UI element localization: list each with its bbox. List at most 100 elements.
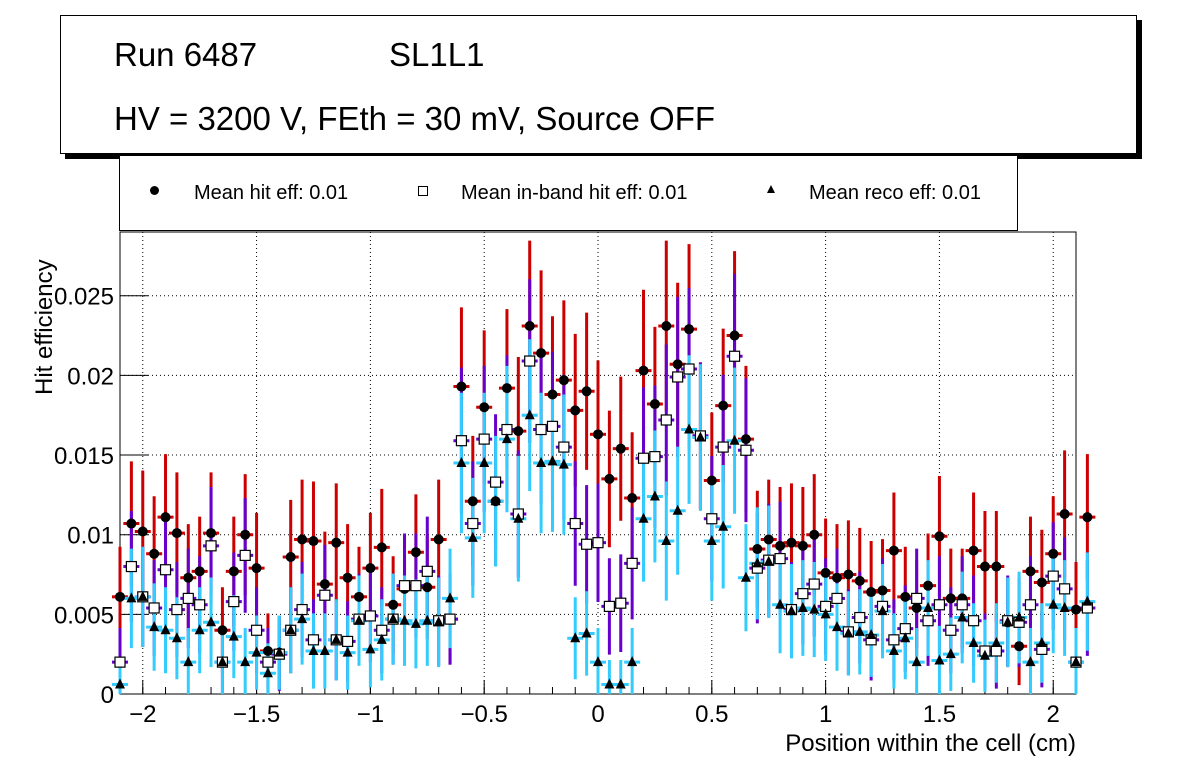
hit-eff-point bbox=[240, 529, 251, 540]
hit-eff-point bbox=[206, 528, 217, 539]
hit-eff-point bbox=[331, 537, 342, 548]
hit-eff-point bbox=[979, 561, 990, 572]
inband-eff-point bbox=[956, 599, 968, 611]
hit-eff-point bbox=[422, 582, 433, 593]
inband-eff-point bbox=[728, 350, 741, 362]
inband-eff-point bbox=[888, 634, 900, 646]
reco-eff-point bbox=[262, 667, 273, 678]
reco-eff-point bbox=[376, 633, 387, 644]
reco-eff-point bbox=[900, 632, 911, 643]
hit-eff-point bbox=[797, 540, 808, 551]
reco-eff-point bbox=[149, 621, 160, 632]
hit-eff-point bbox=[763, 534, 774, 545]
inband-eff-point bbox=[455, 435, 468, 447]
reco-eff-point bbox=[194, 624, 205, 635]
inband-eff-point bbox=[683, 363, 695, 375]
reco-eff-point bbox=[1036, 637, 1047, 648]
reco-eff-point bbox=[888, 644, 899, 655]
hit-eff-point bbox=[217, 625, 228, 636]
x-axis-label: Position within the cell (cm) bbox=[785, 730, 1076, 757]
layer-label: SL1L1 bbox=[389, 36, 485, 73]
hit-eff-point bbox=[832, 572, 842, 583]
inband-eff-point bbox=[569, 517, 581, 530]
inband-eff-point bbox=[797, 588, 809, 600]
hit-eff-point bbox=[843, 569, 854, 580]
inband-eff-point bbox=[922, 615, 934, 627]
hit-eff-point bbox=[137, 526, 148, 537]
y-tick-label: 0.025 bbox=[54, 284, 114, 311]
reco-eff-point bbox=[331, 633, 342, 644]
inband-eff-point bbox=[228, 595, 240, 608]
hit-eff-point bbox=[513, 426, 524, 437]
hit-eff-point bbox=[877, 585, 888, 596]
reco-eff-point bbox=[854, 625, 865, 636]
inband-eff-point bbox=[262, 656, 274, 668]
conditions-label: HV = 3200 V, FEth = 30 mV, Source OFF bbox=[114, 100, 716, 137]
reco-eff-point bbox=[615, 678, 626, 689]
reco-eff-point bbox=[558, 458, 569, 469]
hit-eff-point bbox=[604, 473, 615, 484]
inband-eff-point bbox=[364, 610, 376, 622]
inband-eff-point bbox=[603, 600, 615, 612]
hit-eff-point bbox=[1014, 641, 1025, 652]
hit-eff-point bbox=[684, 324, 695, 335]
reco-eff-point bbox=[752, 557, 763, 568]
hit-eff-point bbox=[536, 348, 547, 359]
reco-eff-point bbox=[490, 495, 501, 506]
inband-eff-point bbox=[319, 589, 331, 601]
reco-eff-point bbox=[877, 605, 888, 616]
reco-eff-point bbox=[536, 457, 547, 467]
inband-eff-point bbox=[194, 599, 206, 611]
hit-eff-point bbox=[149, 548, 160, 559]
inband-eff-point bbox=[717, 441, 729, 453]
legend: Mean hit eff: 0.01 Mean in-band hit eff:… bbox=[119, 156, 1018, 231]
reco-eff-point bbox=[911, 656, 922, 667]
inband-eff-point bbox=[558, 441, 570, 453]
hit-eff-point bbox=[1048, 548, 1059, 559]
inband-eff-point bbox=[159, 564, 172, 576]
hit-eff-point bbox=[809, 529, 820, 540]
reco-eff-point bbox=[820, 608, 831, 619]
inband-eff-point bbox=[581, 538, 593, 550]
hit-eff-point bbox=[661, 320, 672, 331]
reco-eff-point bbox=[809, 603, 820, 614]
reco-eff-point bbox=[775, 598, 786, 609]
reco-eff-point bbox=[1059, 601, 1070, 612]
reco-eff-point bbox=[979, 649, 990, 660]
inband-eff-point bbox=[592, 537, 604, 549]
x-tick-label: −0.5 bbox=[460, 701, 507, 728]
inband-eff-point bbox=[478, 433, 490, 445]
hit-eff-point bbox=[194, 566, 205, 577]
hit-eff-point bbox=[285, 551, 296, 562]
inband-eff-point bbox=[1024, 599, 1037, 611]
reco-eff-point bbox=[740, 571, 751, 582]
reco-eff-point bbox=[866, 629, 877, 640]
reco-eff-point bbox=[1071, 656, 1081, 667]
reco-eff-point bbox=[467, 531, 478, 542]
inband-eff-point bbox=[706, 513, 718, 525]
hit-eff-point bbox=[570, 405, 581, 416]
reco-eff-point bbox=[718, 520, 729, 531]
inband-eff-point bbox=[421, 565, 433, 577]
reco-eff-point bbox=[968, 637, 979, 648]
hit-eff-point bbox=[1036, 577, 1047, 588]
reco-eff-point bbox=[991, 637, 1002, 648]
hit-eff-point bbox=[1071, 604, 1081, 615]
x-tick-label: 1 bbox=[819, 701, 832, 728]
reco-eff-point bbox=[627, 656, 638, 667]
inband-eff-point bbox=[410, 580, 422, 592]
inband-eff-point bbox=[376, 624, 388, 636]
hit-eff-point bbox=[171, 528, 182, 539]
legend-triangle-icon bbox=[767, 185, 775, 193]
reco-eff-point bbox=[729, 434, 740, 445]
reco-eff-point bbox=[604, 678, 615, 689]
reco-eff-point bbox=[706, 535, 717, 546]
hit-eff-point bbox=[718, 400, 729, 411]
inband-eff-point bbox=[945, 624, 957, 636]
hit-eff-point bbox=[308, 536, 319, 547]
reco-eff-point bbox=[593, 656, 603, 667]
reco-eff-point bbox=[456, 457, 467, 467]
reco-eff-point bbox=[410, 617, 421, 628]
inband-eff-point bbox=[444, 613, 456, 625]
